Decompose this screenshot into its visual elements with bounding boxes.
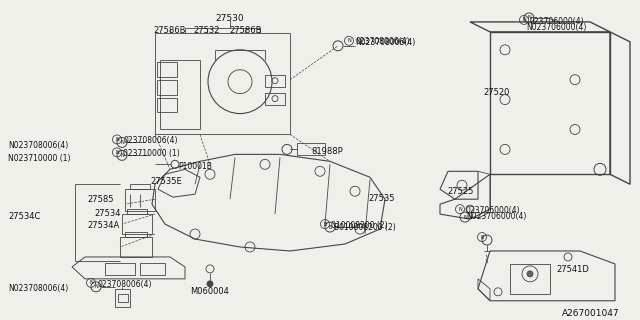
Bar	[140, 263, 165, 275]
Bar	[105, 263, 135, 275]
Text: N: N	[120, 153, 124, 158]
Text: N023708006(4): N023708006(4)	[8, 284, 68, 293]
Text: 27530: 27530	[216, 14, 244, 23]
Bar	[130, 184, 150, 189]
Text: B: B	[323, 221, 326, 227]
Text: N023710000 (1): N023710000 (1)	[8, 154, 70, 164]
Text: 27535E: 27535E	[150, 177, 182, 186]
Text: 27525: 27525	[447, 187, 474, 196]
Text: N: N	[115, 137, 119, 142]
Text: 81988P: 81988P	[311, 148, 343, 156]
Text: 27532: 27532	[194, 26, 220, 35]
Text: N: N	[522, 17, 526, 22]
Text: 023710000 (1): 023710000 (1)	[123, 149, 180, 158]
Text: 27534C: 27534C	[8, 212, 40, 221]
Bar	[115, 289, 130, 307]
Bar	[297, 143, 325, 156]
Bar	[118, 294, 128, 302]
Bar	[125, 232, 147, 237]
Text: 010008200 (2): 010008200 (2)	[331, 221, 388, 230]
Text: 27586B: 27586B	[154, 26, 186, 35]
Text: N: N	[120, 140, 124, 145]
Text: 023708006(4): 023708006(4)	[355, 37, 410, 46]
Bar	[120, 237, 152, 257]
Bar	[122, 214, 152, 234]
Text: P10001B: P10001B	[178, 162, 212, 171]
Text: 27541D: 27541D	[556, 265, 589, 274]
Bar	[157, 80, 177, 95]
Text: N023706000(4): N023706000(4)	[526, 23, 586, 32]
Text: 023708006(4): 023708006(4)	[97, 280, 152, 289]
Bar	[127, 209, 147, 214]
Text: B: B	[480, 235, 484, 240]
Bar	[265, 75, 285, 87]
Text: 27586B: 27586B	[230, 26, 262, 35]
Text: N023706000(4): N023706000(4)	[466, 212, 526, 221]
Circle shape	[527, 271, 533, 277]
Text: N: N	[115, 150, 119, 155]
Text: N023708006(4): N023708006(4)	[8, 141, 68, 150]
Text: 023706000(4): 023706000(4)	[466, 206, 520, 215]
Text: A267001047: A267001047	[563, 309, 620, 318]
Bar	[125, 189, 155, 211]
Text: 27535: 27535	[368, 194, 394, 203]
Text: 27520: 27520	[483, 88, 509, 97]
Text: M060004: M060004	[191, 287, 229, 296]
Text: N: N	[458, 207, 462, 212]
Text: 023708006(4): 023708006(4)	[123, 136, 177, 146]
Bar	[510, 264, 550, 294]
Text: 023706000(4): 023706000(4)	[530, 17, 584, 26]
Text: N: N	[94, 284, 98, 289]
Text: B010008200 (2): B010008200 (2)	[334, 223, 396, 232]
Text: N: N	[347, 38, 351, 43]
Text: 27534: 27534	[94, 209, 120, 218]
Text: N023708006(4): N023708006(4)	[355, 38, 415, 47]
Text: N: N	[89, 280, 93, 285]
Text: 27585: 27585	[87, 195, 113, 204]
Bar	[265, 92, 285, 105]
Circle shape	[207, 281, 213, 287]
Text: N: N	[527, 15, 531, 20]
Bar	[157, 62, 177, 77]
Bar	[157, 98, 177, 112]
Text: 27534A: 27534A	[87, 221, 119, 230]
Text: N: N	[463, 215, 467, 220]
Text: B: B	[328, 225, 332, 229]
